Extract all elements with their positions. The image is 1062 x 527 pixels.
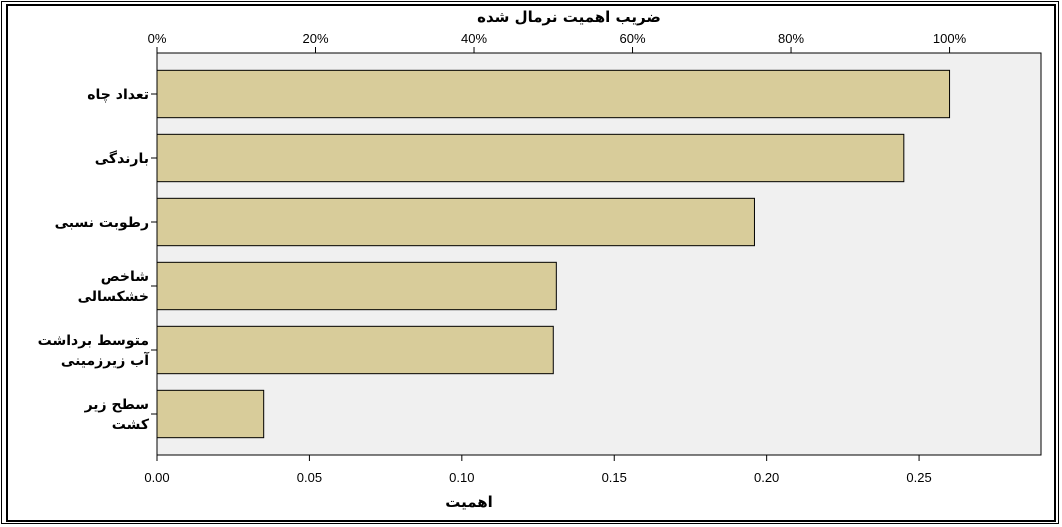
bar <box>156 69 951 119</box>
category-label: رطوبت نسبی <box>55 215 149 231</box>
x-tick-label: 0.25 <box>906 470 931 485</box>
category-label: متوسط برداشت <box>38 333 149 349</box>
category-label: تعداد چاه <box>87 87 149 103</box>
category-label: کشت <box>112 417 150 433</box>
bar <box>156 133 905 183</box>
bar <box>156 389 265 439</box>
bar <box>156 197 755 247</box>
top-tick-label: 40% <box>461 31 487 46</box>
category-label: بارندگی <box>95 150 149 167</box>
inner-frame <box>6 4 1056 522</box>
plot-area <box>156 52 1042 456</box>
bar <box>156 261 557 311</box>
x-axis-label: اهمیت <box>445 493 493 511</box>
category-labels: تعداد چاه بارندگی رطوبت نسبی شاخص خشکسالی متو… <box>38 87 151 433</box>
top-tick-label: 20% <box>302 31 328 46</box>
top-tick-label: 80% <box>778 31 804 46</box>
x-tick-label: 0.20 <box>754 470 779 485</box>
x-tick-label: 0.00 <box>144 470 169 485</box>
category-label: آب زیرزمینی <box>61 351 150 369</box>
axes-group: 0.00 0.05 0.10 0.15 0.20 0.25 0% 20% 40% 60% 80% 10… <box>144 31 966 485</box>
x-tick-label: 0.10 <box>449 470 474 485</box>
top-tick-label: 60% <box>620 31 646 46</box>
top-tick-label: 100% <box>933 31 967 46</box>
bars-group <box>156 69 951 439</box>
category-label: شاخص <box>101 269 149 285</box>
x-tick-label: 0.15 <box>602 470 627 485</box>
category-label: خشکسالی <box>78 289 149 305</box>
x-tick-label: 0.05 <box>297 470 322 485</box>
top-tick-label: 0% <box>148 31 167 46</box>
chart-title: ضریب اهمیت نرمال شده <box>477 8 661 26</box>
category-label: سطح زیر <box>84 397 149 413</box>
bar <box>156 325 554 375</box>
